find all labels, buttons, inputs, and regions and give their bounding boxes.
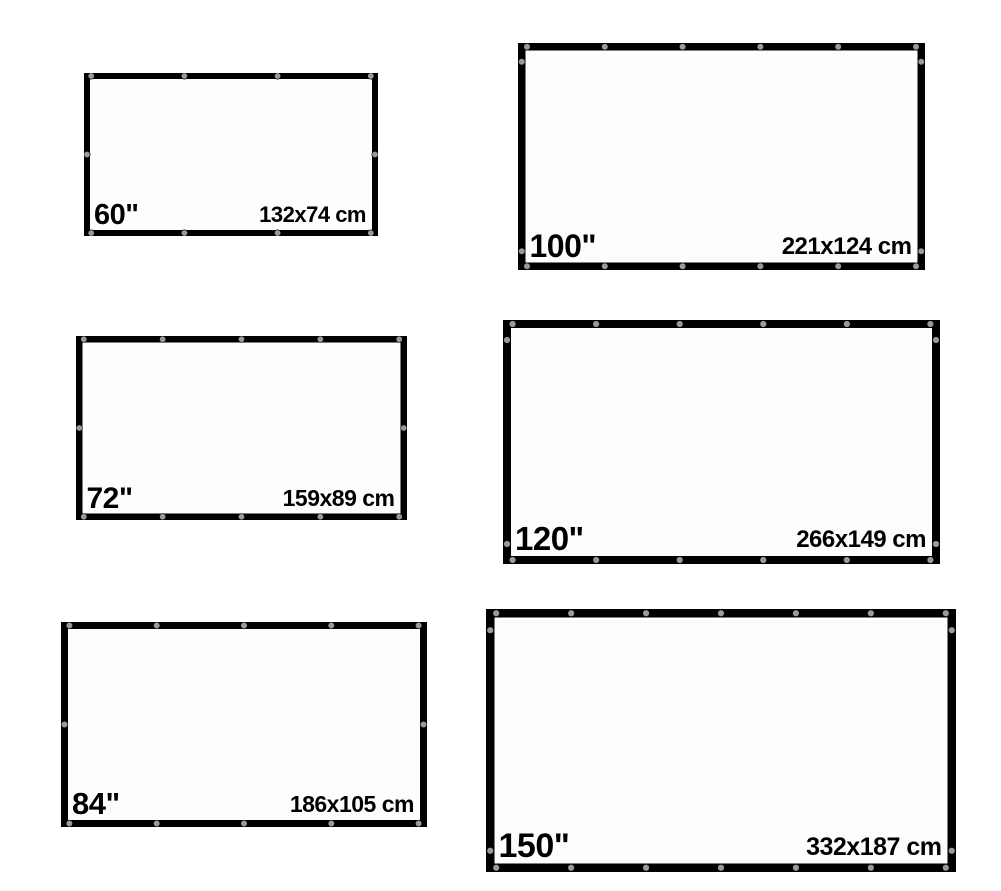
screen-size-diagram: 60"132x74 cm 72"159x89 cm 84"186x105 cm … [0, 0, 1001, 891]
diagonal-label: 84" [72, 786, 120, 822]
diagonal-label: 72" [87, 482, 133, 516]
dimensions-label: 186x105 cm [290, 791, 414, 818]
screen-s84: 84" 186x105 cm [61, 622, 427, 827]
dimensions-label: 266x149 cm [796, 526, 926, 554]
diagonal-label: 150" [499, 827, 570, 866]
dimensions-label: 132x74 cm [259, 202, 366, 228]
dimensions-label: 332x187 cm [806, 833, 941, 862]
dimensions-label: 159x89 cm [283, 485, 395, 512]
diagonal-label: 120" [515, 520, 584, 558]
screen-s120: 120" 266x149 cm [503, 320, 940, 564]
diagonal-label: 100" [530, 228, 597, 265]
dimensions-label: 221x124 cm [782, 233, 912, 261]
diagonal-label: 60" [94, 199, 139, 232]
screen-s100: 100" 221x124 cm [518, 43, 925, 270]
screen-s72: 72" 159x89 cm [76, 336, 407, 520]
screen-s60: 60" 132x74 cm [84, 73, 378, 236]
screen-s150: 150" 332x187 cm [486, 609, 956, 872]
